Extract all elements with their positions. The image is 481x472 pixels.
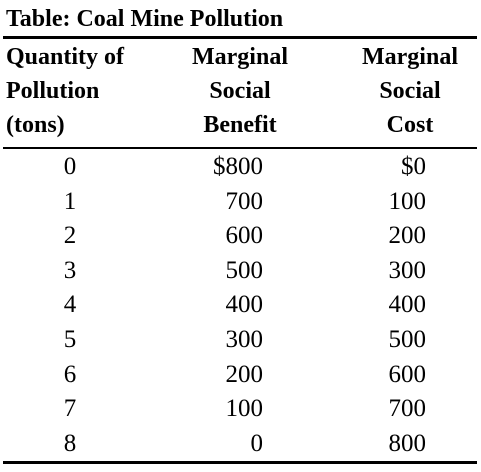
cell-quantity: 7 xyxy=(63,395,77,423)
table-row: 0 $800 $0 xyxy=(0,150,481,185)
cell-quantity: 6 xyxy=(63,360,77,388)
cell-benefit: 100 xyxy=(225,395,264,423)
cell-cost: $0 xyxy=(401,153,426,180)
bottom-rule xyxy=(3,461,477,464)
header-cost: Marginal Social Cost xyxy=(346,40,474,142)
header-benefit-line-3: Benefit xyxy=(203,112,277,138)
cell-benefit: 700 xyxy=(225,187,264,215)
cell-cost: 400 xyxy=(388,291,427,319)
cell-benefit: 200 xyxy=(225,360,264,388)
header-benefit-line-1: Marginal xyxy=(192,44,288,70)
cell-quantity: 8 xyxy=(63,429,77,457)
table-title: Table: Coal Mine Pollution xyxy=(6,6,284,32)
header-quantity-line-1: Quantity of xyxy=(6,44,125,70)
table-row: 1 700 100 xyxy=(0,185,481,220)
header-benefit-line-2: Social xyxy=(209,78,271,104)
cell-cost: 300 xyxy=(388,256,427,284)
cell-cost: 800 xyxy=(388,429,427,457)
table-row: 3 500 300 xyxy=(0,254,481,289)
cell-cost: 100 xyxy=(388,187,427,215)
header-cost-line-2: Social xyxy=(379,78,441,104)
cell-benefit: 400 xyxy=(225,291,264,319)
header-rule xyxy=(3,147,477,149)
header-cost-line-3: Cost xyxy=(386,112,434,138)
cell-quantity: 0 xyxy=(63,153,77,180)
cell-quantity: 3 xyxy=(63,256,77,284)
table-row: 7 100 700 xyxy=(0,392,481,427)
cell-cost: 600 xyxy=(388,360,427,388)
cell-quantity: 5 xyxy=(63,325,77,353)
cell-cost: 500 xyxy=(388,325,427,353)
cell-benefit: 300 xyxy=(225,325,264,353)
table-row: 5 300 500 xyxy=(0,323,481,358)
table-row: 6 200 600 xyxy=(0,358,481,393)
header-quantity: Quantity of Pollution (tons) xyxy=(6,40,124,142)
cell-benefit: 0 xyxy=(250,429,264,457)
cell-benefit: 600 xyxy=(225,222,264,250)
cell-quantity: 4 xyxy=(63,291,77,319)
cell-benefit: 500 xyxy=(225,256,264,284)
header-quantity-line-2: Pollution xyxy=(6,78,100,104)
cell-benefit: $800 xyxy=(213,153,263,180)
table-body: 0 $800 $0 1 700 100 2 600 200 3 500 300 4 400 400 5 300 5… xyxy=(0,150,481,461)
header-benefit: Marginal Social Benefit xyxy=(176,40,304,142)
header-quantity-line-3: (tons) xyxy=(6,112,65,138)
cell-quantity: 2 xyxy=(63,222,77,250)
table-row: 8 0 800 xyxy=(0,427,481,462)
cell-quantity: 1 xyxy=(63,187,77,215)
top-rule xyxy=(3,36,477,39)
header-cost-line-1: Marginal xyxy=(362,44,458,70)
cell-cost: 200 xyxy=(388,222,427,250)
table-row: 4 400 400 xyxy=(0,288,481,323)
cell-cost: 700 xyxy=(388,395,427,423)
table-row: 2 600 200 xyxy=(0,219,481,254)
